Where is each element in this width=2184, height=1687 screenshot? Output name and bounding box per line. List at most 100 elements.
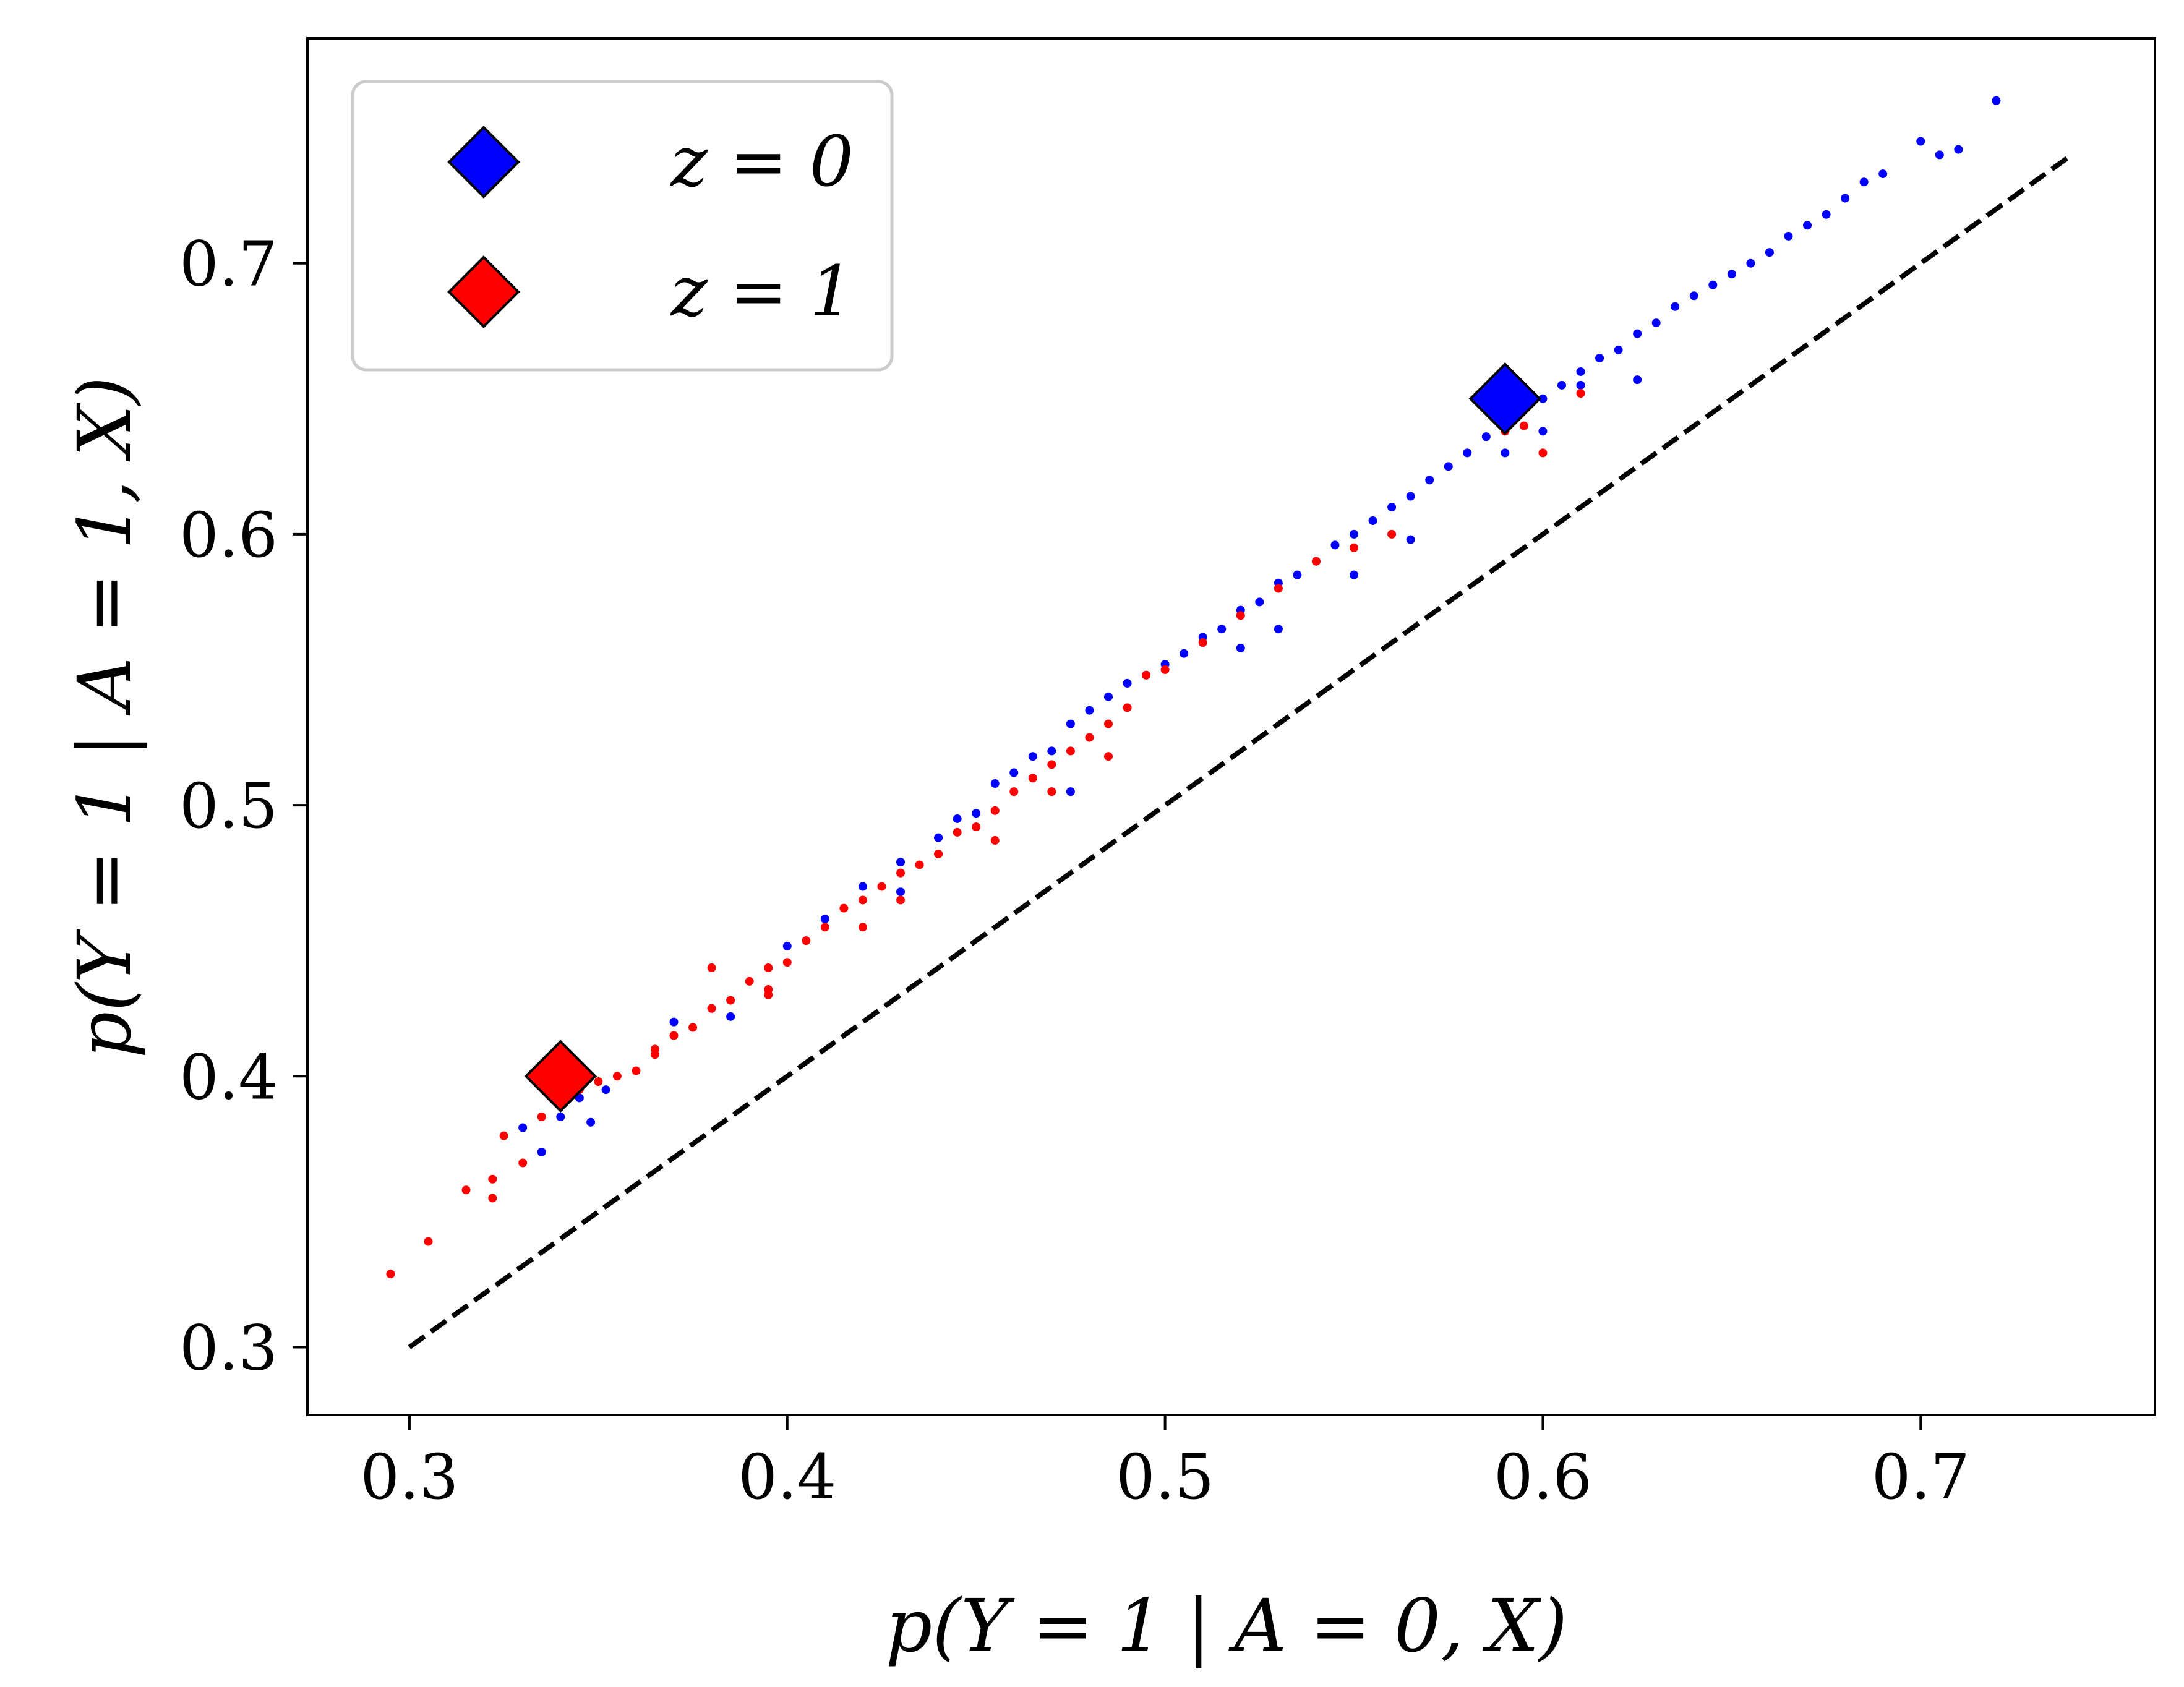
scatter-point — [1651, 318, 1661, 328]
x-tick-label: 0.4 — [738, 1441, 836, 1513]
scatter-point — [707, 963, 716, 972]
scatter-point — [586, 1117, 596, 1127]
scatter-point — [839, 903, 849, 913]
scatter-point — [1387, 503, 1397, 512]
scatter-point — [726, 996, 735, 1005]
scatter-point — [669, 1017, 679, 1027]
scatter-point — [537, 1147, 546, 1156]
scatter-point — [669, 1031, 679, 1040]
scatter-point — [1123, 678, 1132, 688]
scatter-point — [1103, 692, 1113, 701]
scatter-point — [1406, 492, 1415, 501]
scatter-point — [934, 833, 943, 842]
axes-frame — [306, 37, 2156, 1416]
scatter-point — [1538, 448, 1548, 458]
x-tick-label: 0.6 — [1494, 1441, 1592, 1513]
scatter-point — [1822, 210, 1831, 219]
scatter-point — [858, 882, 867, 891]
scatter-point — [461, 1185, 471, 1195]
scatter-point — [1557, 380, 1566, 390]
scatter-point — [1350, 570, 1359, 579]
scatter-point — [782, 958, 792, 967]
scatter-point — [1047, 746, 1056, 756]
series-0-centroid-marker — [1468, 362, 1542, 435]
scatter-point — [1236, 643, 1245, 652]
scatter-point — [896, 858, 906, 867]
series-1-centroid-marker — [524, 1040, 597, 1113]
scatter-point — [601, 1085, 610, 1095]
scatter-point — [1481, 432, 1491, 442]
scatter-point — [1444, 462, 1453, 471]
scatter-point — [745, 976, 754, 986]
scatter-point — [1935, 150, 1944, 160]
scatter-point — [782, 941, 792, 950]
scatter-point — [424, 1237, 433, 1246]
scatter-point — [1028, 774, 1037, 783]
scatter-point — [1160, 665, 1170, 674]
scatter-point — [1689, 291, 1698, 301]
scatter-point — [858, 923, 867, 932]
scatter-point — [1576, 380, 1585, 390]
y-tick-label: 0.5 — [179, 770, 278, 842]
scatter-point — [858, 895, 867, 905]
scatter-point — [1501, 448, 1510, 458]
scatter-point — [1727, 270, 1736, 279]
scatter-point — [1066, 719, 1075, 728]
scatter-point — [518, 1158, 528, 1168]
scatter-point — [915, 860, 924, 869]
scatter-point — [1614, 345, 1623, 354]
scatter-point — [1103, 752, 1113, 761]
scatter-point — [1047, 760, 1056, 769]
scatter-point — [953, 814, 962, 823]
x-tick-label: 0.7 — [1872, 1441, 1970, 1513]
scatter-point — [1633, 375, 1642, 385]
scatter-point — [1085, 706, 1094, 715]
scatter-point — [650, 1050, 659, 1059]
scatter-point — [726, 1012, 735, 1021]
scatter-point — [1387, 529, 1397, 539]
legend-marker-series-1 — [447, 255, 520, 328]
x-tick-label: 0.5 — [1116, 1441, 1214, 1513]
scatter-point — [1406, 535, 1415, 544]
plot-area — [386, 96, 2073, 1349]
scatter-point — [1028, 752, 1037, 761]
axes: 0.3 0.4 0.5 0.6 0.7 0.3 0.4 0.5 0.6 0.7 — [179, 37, 2156, 1513]
scatter-point — [896, 895, 906, 905]
scatter-point — [1916, 137, 1925, 146]
scatter-point — [1330, 540, 1340, 550]
scatter-point — [990, 779, 1000, 788]
scatter-point — [1274, 584, 1283, 593]
scatter-point — [764, 963, 773, 972]
scatter-point — [1311, 557, 1321, 566]
scatter-point — [1708, 280, 1718, 289]
scatter-point — [1878, 169, 1888, 179]
scatter-point — [877, 882, 886, 891]
scatter-point — [556, 1112, 565, 1121]
legend: z = 0 z = 1 — [351, 80, 894, 372]
scatter-point — [1538, 427, 1548, 436]
scatter-point — [688, 1023, 698, 1032]
scatter-point — [1293, 570, 1302, 579]
scatter-point — [972, 822, 981, 832]
scatter-point — [594, 1077, 603, 1087]
scatter-point — [1180, 649, 1189, 658]
scatter-point — [953, 827, 962, 837]
scatter-point — [802, 936, 811, 946]
scatter-point — [820, 915, 829, 924]
scatter-point — [1859, 177, 1869, 187]
scatter-point — [1198, 638, 1207, 647]
scatter-point — [707, 1004, 716, 1013]
legend-label-series-1: z = 1 — [670, 252, 854, 332]
scatter-point — [1595, 354, 1604, 363]
scatter-point — [1538, 394, 1548, 403]
scatter-point — [537, 1112, 546, 1121]
scatter-point — [1274, 625, 1283, 634]
scatter-point — [1633, 329, 1642, 338]
scatter-point — [1066, 746, 1075, 756]
scatter-point — [1519, 421, 1528, 430]
scatter-point — [820, 923, 829, 932]
scatter-point — [764, 990, 773, 999]
legend-marker-series-0 — [447, 126, 520, 199]
